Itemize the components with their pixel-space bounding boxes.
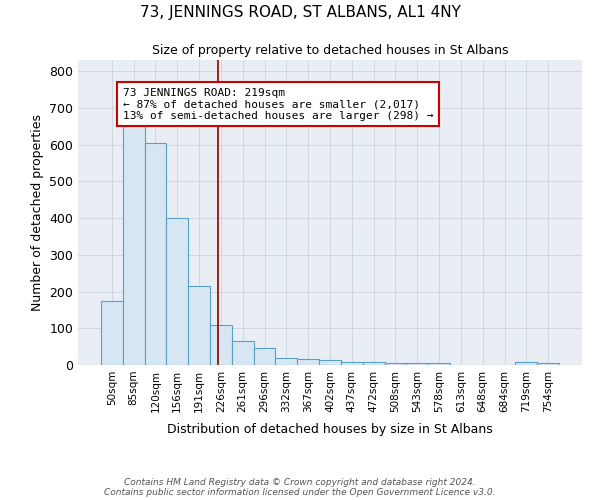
Bar xyxy=(363,362,385,365)
Bar xyxy=(319,360,341,365)
Bar xyxy=(297,359,319,365)
Bar xyxy=(515,362,537,365)
Bar xyxy=(537,363,559,365)
Bar xyxy=(406,363,428,365)
Bar xyxy=(123,126,145,365)
Bar xyxy=(145,142,166,365)
Bar xyxy=(166,218,188,365)
Bar xyxy=(210,326,232,365)
X-axis label: Distribution of detached houses by size in St Albans: Distribution of detached houses by size … xyxy=(167,423,493,436)
Text: Contains HM Land Registry data © Crown copyright and database right 2024.
Contai: Contains HM Land Registry data © Crown c… xyxy=(104,478,496,497)
Text: 73, JENNINGS ROAD, ST ALBANS, AL1 4NY: 73, JENNINGS ROAD, ST ALBANS, AL1 4NY xyxy=(140,5,460,20)
Bar xyxy=(188,286,210,365)
Bar xyxy=(101,300,123,365)
Text: 73 JENNINGS ROAD: 219sqm
← 87% of detached houses are smaller (2,017)
13% of sem: 73 JENNINGS ROAD: 219sqm ← 87% of detach… xyxy=(123,88,433,121)
Y-axis label: Number of detached properties: Number of detached properties xyxy=(31,114,44,311)
Bar xyxy=(275,358,297,365)
Bar xyxy=(232,341,254,365)
Bar xyxy=(385,363,406,365)
Title: Size of property relative to detached houses in St Albans: Size of property relative to detached ho… xyxy=(152,44,508,58)
Bar xyxy=(428,363,450,365)
Bar xyxy=(254,348,275,365)
Bar xyxy=(341,362,363,365)
